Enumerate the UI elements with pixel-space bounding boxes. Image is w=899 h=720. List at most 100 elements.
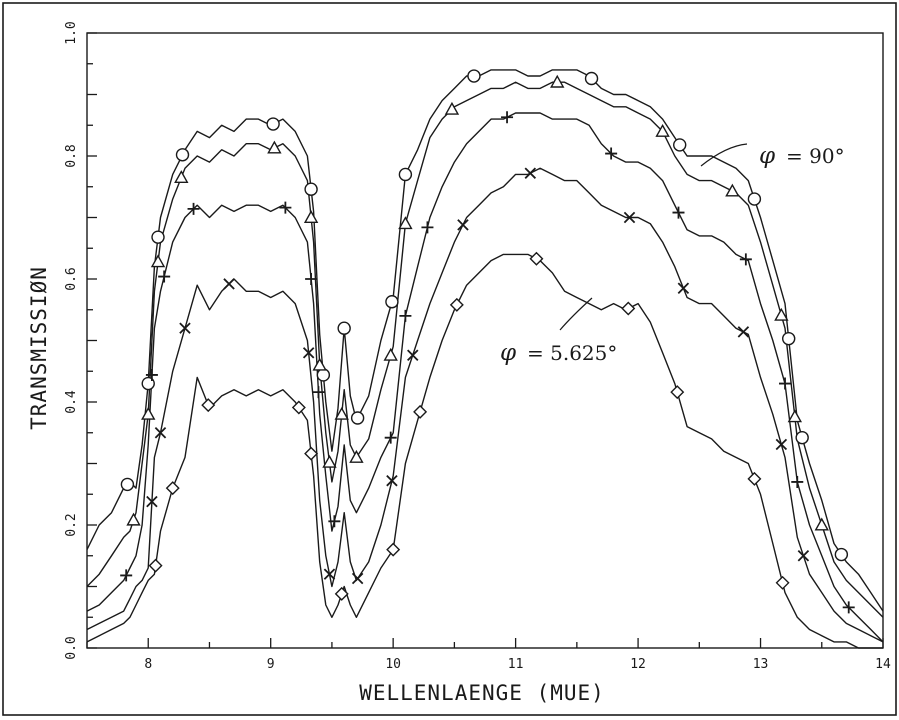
data-point-triangle <box>383 347 398 361</box>
data-point-x <box>223 278 235 290</box>
data-point-triangle <box>655 123 670 137</box>
data-point-plus <box>279 201 292 214</box>
y-tick-label: 1.0 <box>64 21 79 44</box>
data-point-plus <box>145 368 158 381</box>
data-point-circle <box>151 230 165 244</box>
tick-layer: 8 9 10 11 12 13 14 0.0 0.2 0.4 0.6 0.8 1.0 <box>64 21 891 672</box>
data-point-circle <box>834 547 849 562</box>
data-point-x <box>154 427 167 439</box>
series-line-diamond <box>86 253 883 649</box>
y-axis-label: TRANSMISSIØN <box>27 266 51 430</box>
data-point-circle <box>316 368 331 382</box>
data-point-circle <box>398 167 413 182</box>
x-tick-label: 12 <box>630 657 646 672</box>
data-point-triangle <box>312 357 327 371</box>
data-point-x <box>775 438 788 451</box>
data-point-diamond <box>334 586 349 601</box>
data-point-diamond <box>449 297 464 312</box>
data-point-triangle <box>322 454 337 468</box>
data-point-x <box>737 326 750 338</box>
y-tick-label: 0.0 <box>64 636 79 659</box>
data-point-circle <box>747 192 762 206</box>
annotation-90-leader <box>700 143 748 167</box>
data-point-plus <box>605 147 618 160</box>
data-point-x <box>323 568 336 580</box>
data-point-triangle <box>126 512 141 526</box>
data-point-x <box>407 349 419 361</box>
data-point-plus <box>739 253 752 266</box>
series-line-circle <box>86 69 884 612</box>
data-point-plus <box>399 309 412 322</box>
y-tick-label: 0.8 <box>64 144 79 167</box>
data-point-x <box>146 495 158 508</box>
data-point-triangle <box>444 101 460 115</box>
annotation-90: φ = 90° <box>700 143 845 169</box>
data-point-circle <box>467 69 481 83</box>
data-point-diamond <box>529 251 544 266</box>
x-tick-label: 14 <box>875 657 891 672</box>
data-point-circle <box>673 138 687 152</box>
data-point-diamond <box>413 404 428 419</box>
data-point-diamond <box>304 446 319 461</box>
data-point-plus <box>421 221 434 234</box>
data-point-circle <box>120 477 135 492</box>
data-point-triangle <box>267 140 282 154</box>
data-point-circle <box>782 331 796 346</box>
data-point-x <box>351 572 364 585</box>
data-point-x <box>677 282 690 294</box>
series-line-x <box>86 167 884 643</box>
annotation-5625-leader <box>559 297 593 331</box>
x-tick-label: 10 <box>385 657 401 672</box>
data-point-plus <box>501 111 514 124</box>
data-point-circle <box>795 430 809 445</box>
data-point-x <box>179 322 191 334</box>
data-point-diamond <box>747 471 762 486</box>
annotation-90-text: = 90° <box>786 144 845 168</box>
data-point-triangle <box>150 254 166 268</box>
data-point-plus <box>312 386 325 399</box>
data-point-circle <box>266 117 280 131</box>
data-point-x <box>457 219 469 231</box>
data-point-diamond <box>670 385 685 400</box>
data-point-triangle <box>174 170 189 184</box>
annotation-5625-text: = 5.625° <box>527 341 617 365</box>
data-point-plus <box>158 270 171 283</box>
data-point-x <box>623 211 636 224</box>
x-axis-label: WELLENLAENGE (MUE) <box>359 681 605 705</box>
data-point-plus <box>672 206 685 219</box>
data-point-triangle <box>814 517 829 531</box>
data-point-triangle <box>141 406 156 420</box>
y-tick-label: 0.6 <box>64 267 79 290</box>
data-point-plus <box>779 377 792 390</box>
data-point-diamond <box>201 398 216 413</box>
data-point-plus <box>187 202 200 215</box>
data-point-plus <box>384 431 397 444</box>
y-tick-label: 0.4 <box>64 390 79 414</box>
data-point-plus <box>305 273 318 285</box>
data-point-triangle <box>398 216 413 230</box>
marker-layer <box>120 69 855 614</box>
data-point-triangle <box>774 307 789 321</box>
data-point-diamond <box>291 400 306 415</box>
annotation-5625-phi: φ <box>500 340 517 366</box>
data-point-circle <box>385 295 399 309</box>
data-point-x <box>797 550 810 562</box>
x-tick-label: 8 <box>144 657 152 672</box>
data-point-diamond <box>148 558 163 573</box>
data-point-diamond <box>386 542 401 557</box>
data-point-triangle <box>349 449 364 463</box>
data-point-circle <box>337 321 351 335</box>
y-tick-label: 0.2 <box>64 513 79 536</box>
data-point-plus <box>791 475 804 488</box>
data-point-diamond <box>621 301 636 316</box>
data-point-diamond <box>165 481 180 496</box>
data-point-circle <box>584 71 599 86</box>
data-point-triangle <box>550 74 565 88</box>
data-point-x <box>386 474 398 487</box>
data-point-x <box>524 167 537 179</box>
data-point-triangle <box>334 406 349 420</box>
data-point-triangle <box>725 183 740 197</box>
data-point-plus <box>842 601 855 614</box>
